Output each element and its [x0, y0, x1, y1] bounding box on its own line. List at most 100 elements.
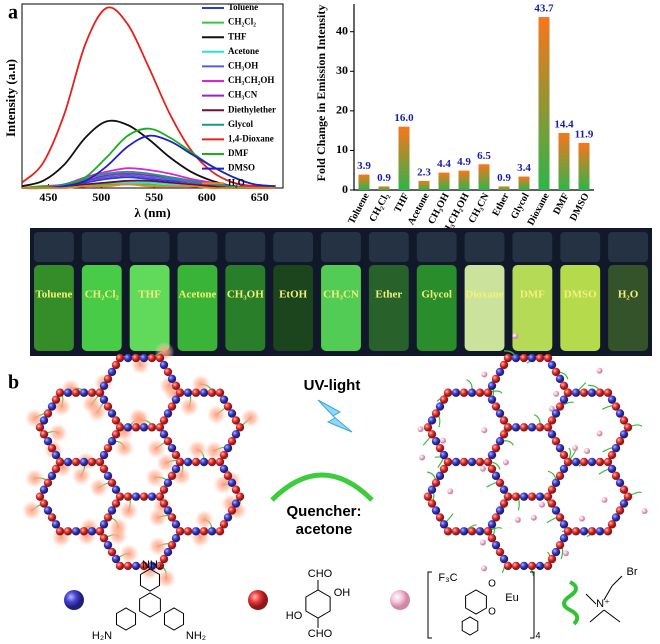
- vial-liquid: [321, 265, 361, 351]
- bead: [487, 534, 497, 543]
- vial-cap: [321, 232, 361, 262]
- bead: [555, 443, 565, 453]
- value-label: 3.4: [517, 162, 531, 174]
- y-tick-label: 30: [336, 63, 348, 77]
- bar: [558, 133, 570, 190]
- value-label: 0.9: [377, 172, 391, 184]
- value-label: 2.3: [417, 166, 431, 178]
- bead: [499, 499, 509, 508]
- bead: [443, 457, 453, 467]
- vial-label: DMSO: [564, 289, 597, 301]
- emission-glow: [240, 408, 261, 429]
- bead: [107, 367, 117, 377]
- bead: [227, 478, 237, 487]
- bead: [39, 430, 49, 439]
- value-label: 14.4: [554, 119, 574, 131]
- legend-label: THF: [228, 31, 247, 41]
- bond: [611, 575, 623, 587]
- bead: [571, 527, 581, 536]
- legend-label: DMF: [228, 148, 249, 158]
- bead: [123, 353, 133, 363]
- bead: [199, 388, 209, 397]
- bead: [439, 450, 449, 460]
- bead: [431, 478, 441, 487]
- fold-change-chart: 0 10 20 30 40 Fold Change in Emission Intensi…: [314, 3, 594, 242]
- x-tick-label: CH₃CN: [467, 191, 492, 225]
- bead: [159, 430, 169, 439]
- bead: [491, 471, 501, 481]
- vial-liquid: [464, 265, 505, 351]
- bead: [87, 527, 97, 536]
- bead: [451, 527, 461, 536]
- bead: [87, 457, 97, 467]
- bead: [547, 554, 557, 564]
- bead: [163, 506, 173, 515]
- vial-label: CH₃CN: [323, 289, 359, 301]
- bead: [443, 527, 453, 536]
- bead: [555, 402, 565, 411]
- bead: [623, 492, 633, 501]
- bead: [551, 437, 561, 446]
- vial-label: Acetone: [179, 289, 217, 301]
- bead: [147, 423, 157, 432]
- x-tick-label: DMSO: [568, 191, 592, 223]
- bead: [115, 561, 125, 571]
- bead: [427, 499, 437, 508]
- bead: [491, 374, 501, 384]
- eu-ion: [562, 550, 569, 557]
- bond: [603, 609, 621, 623]
- bead: [487, 464, 497, 474]
- eu-ion: [481, 427, 488, 434]
- y-tick-label: 20: [336, 103, 348, 117]
- bead: [95, 388, 105, 397]
- bead: [103, 374, 113, 384]
- legend-label: CH₃OH: [228, 60, 258, 70]
- bead: [547, 485, 557, 494]
- eu-ion: [447, 488, 454, 495]
- bead: [491, 513, 501, 522]
- bead: [171, 381, 181, 390]
- bead: [527, 492, 537, 501]
- bead: [159, 416, 169, 425]
- eu-ion: [417, 426, 424, 433]
- bead: [435, 471, 445, 481]
- bead: [183, 457, 193, 467]
- bead: [475, 527, 485, 536]
- bead: [87, 388, 97, 397]
- bead: [163, 437, 173, 446]
- bead: [563, 388, 573, 397]
- bead: [167, 374, 177, 384]
- vial-liquid: [416, 265, 457, 351]
- bead: [483, 527, 493, 536]
- emission-glow: [156, 568, 177, 589]
- bar: [358, 174, 370, 190]
- bead: [547, 416, 557, 425]
- eu-ion: [512, 333, 519, 340]
- bead: [547, 499, 557, 508]
- eu-ion: [578, 515, 585, 522]
- bead: [487, 520, 497, 529]
- vial-label: Toluene: [35, 289, 72, 301]
- bead: [603, 527, 613, 536]
- bead: [535, 353, 545, 363]
- value-label: 0.9: [497, 172, 511, 184]
- vial-label: THF: [138, 289, 161, 301]
- uv-label: UV-light: [304, 377, 361, 394]
- bead: [495, 367, 505, 377]
- ring: [465, 589, 487, 615]
- eu-ion: [572, 444, 579, 451]
- atom-label: N⁺: [596, 598, 610, 610]
- emission-glow: [108, 517, 129, 538]
- bead: [111, 554, 121, 564]
- bead: [611, 471, 621, 481]
- bead: [175, 457, 185, 467]
- bead: [559, 464, 569, 474]
- bead: [223, 443, 233, 453]
- bead: [611, 443, 621, 453]
- bead: [115, 353, 125, 363]
- bead: [423, 492, 433, 501]
- bead: [139, 423, 149, 432]
- bead: [487, 381, 497, 390]
- legend-bead: [248, 590, 268, 610]
- bead: [63, 457, 73, 467]
